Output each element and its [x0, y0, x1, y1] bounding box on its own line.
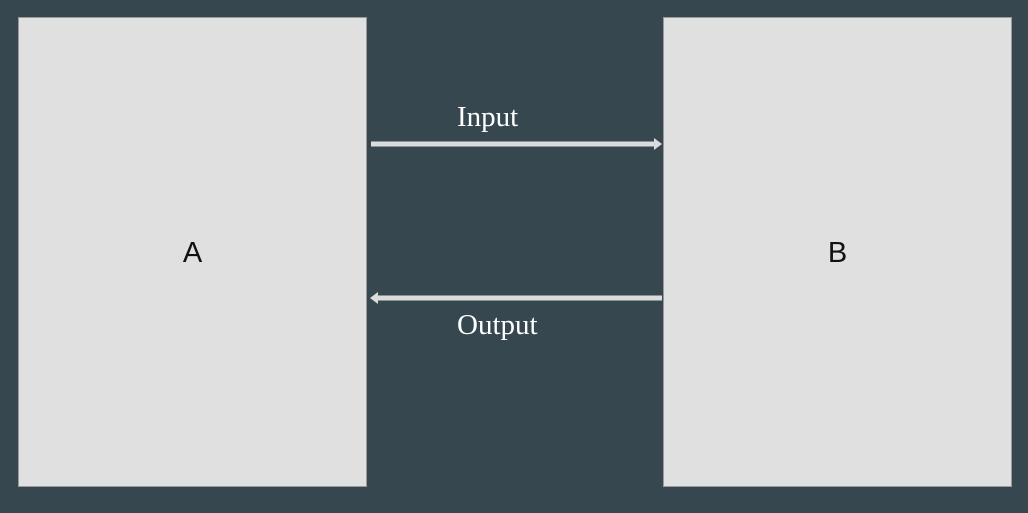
- node-a-box: A: [18, 17, 367, 487]
- input-edge-label: Input: [457, 101, 519, 133]
- output-arrow: [370, 292, 662, 304]
- node-b-box: B: [663, 17, 1012, 487]
- node-a-label: A: [182, 236, 203, 269]
- input-arrow: [371, 138, 662, 150]
- output-edge-label: Output: [457, 309, 538, 341]
- input-arrowhead-icon: [654, 138, 662, 150]
- node-b-label: B: [827, 236, 848, 269]
- output-arrowhead-icon: [370, 292, 378, 304]
